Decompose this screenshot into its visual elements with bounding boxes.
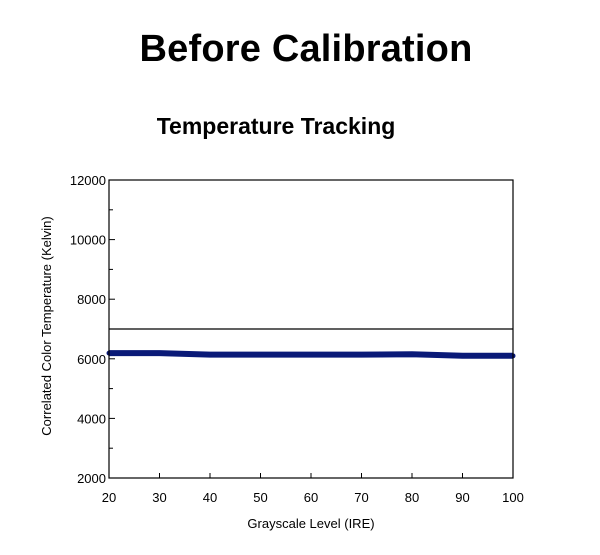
x-tick-label: 60 <box>304 490 318 505</box>
data-point <box>409 351 415 357</box>
y-tick-label: 6000 <box>77 352 106 367</box>
data-point <box>308 352 314 358</box>
data-point <box>207 352 213 358</box>
x-tick-label: 30 <box>152 490 166 505</box>
y-tick-label: 4000 <box>77 411 106 426</box>
x-tick-label: 90 <box>455 490 469 505</box>
data-point <box>460 353 465 359</box>
y-tick-label: 2000 <box>77 471 106 486</box>
x-axis-label: Grayscale Level (IRE) <box>247 516 374 531</box>
series-layer <box>106 350 516 359</box>
x-axis: 20 30 40 50 60 70 80 90 100 <box>102 473 524 505</box>
y-axis: 2000 4000 6000 8000 10000 12000 <box>70 173 115 486</box>
x-tick-label: 20 <box>102 490 116 505</box>
page-title: Before Calibration <box>139 28 473 70</box>
y-tick-label: 8000 <box>77 292 106 307</box>
x-tick-label: 70 <box>354 490 368 505</box>
x-tick-label: 50 <box>253 490 267 505</box>
data-point <box>359 352 364 358</box>
data-point <box>157 350 162 356</box>
y-tick-label: 10000 <box>70 233 106 248</box>
data-point <box>258 352 263 358</box>
x-tick-label: 40 <box>203 490 217 505</box>
x-tick-label: 100 <box>502 490 524 505</box>
y-axis-label: Correlated Color Temperature (Kelvin) <box>39 216 54 435</box>
x-tick-label: 80 <box>405 490 419 505</box>
y-tick-label: 12000 <box>70 173 106 188</box>
chart-title: Temperature Tracking <box>156 113 396 139</box>
